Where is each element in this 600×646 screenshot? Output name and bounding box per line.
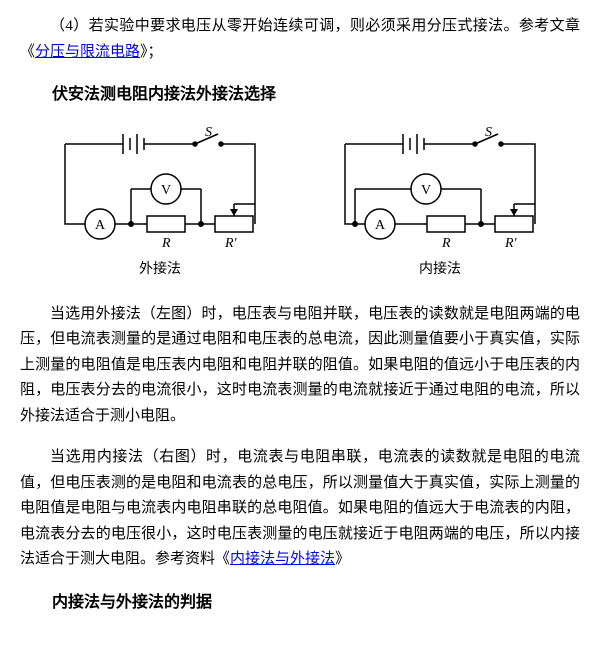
circuit-external-svg: S A V R R′ bbox=[45, 124, 275, 254]
voltmeter-label: V bbox=[421, 183, 431, 198]
ammeter-label: A bbox=[375, 218, 386, 233]
para2-suffix: 》 bbox=[335, 551, 350, 567]
ammeter-label: A bbox=[95, 218, 106, 233]
diagram-internal: S A V R R′ 内接法 bbox=[325, 124, 555, 282]
diagram-internal-caption: 内接法 bbox=[325, 258, 555, 282]
voltmeter-label: V bbox=[161, 183, 171, 198]
resistor-label: R bbox=[161, 236, 171, 251]
circuit-internal-svg: S A V R R′ bbox=[325, 124, 555, 254]
resistor-label: R bbox=[441, 236, 451, 251]
diagram-external-caption: 外接法 bbox=[45, 258, 275, 282]
circuit-diagrams-row: S A V R R′ 外接法 bbox=[20, 124, 580, 282]
heading-method-choice: 伏安法测电阻内接法外接法选择 bbox=[20, 81, 580, 108]
intro-text-suffix: 》； bbox=[140, 44, 163, 60]
switch-label: S bbox=[485, 125, 492, 140]
link-internal-external[interactable]: 内接法与外接法 bbox=[230, 551, 335, 567]
para2-prefix: 当选用内接法（右图）时，电流表与电阻串联，电流表的读数就是电阻的电流值，但电压表… bbox=[20, 449, 580, 567]
diagram-external: S A V R R′ 外接法 bbox=[45, 124, 275, 282]
rheostat-label: R′ bbox=[504, 236, 518, 251]
heading-criteria: 内接法与外接法的判据 bbox=[20, 589, 580, 616]
paragraph-internal-method: 当选用内接法（右图）时，电流表与电阻串联，电流表的读数就是电阻的电流值，但电压表… bbox=[20, 445, 580, 573]
paragraph-external-method: 当选用外接法（左图）时，电压表与电阻并联，电压表的读数就是电阻两端的电压，但电流… bbox=[20, 302, 580, 430]
switch-label: S bbox=[205, 125, 212, 140]
rheostat-label: R′ bbox=[224, 236, 238, 251]
intro-paragraph: （4）若实验中要求电压从零开始连续可调，则必须采用分压式接法。参考文章《分压与限… bbox=[20, 14, 580, 65]
link-divider-circuit[interactable]: 分压与限流电路 bbox=[35, 44, 140, 60]
